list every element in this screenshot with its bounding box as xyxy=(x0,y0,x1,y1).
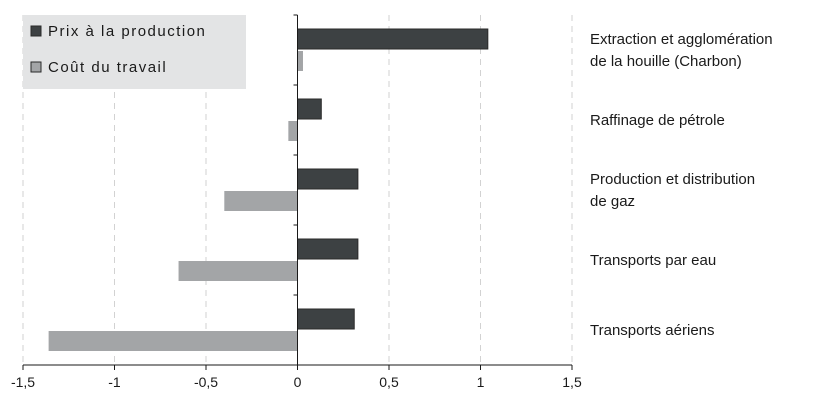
bar-cout-travail xyxy=(297,51,303,71)
category-label: Transports aériens xyxy=(590,322,715,339)
legend-label: Coût du travail xyxy=(48,59,167,76)
legend-swatch xyxy=(30,25,42,37)
x-tick-label: 1,5 xyxy=(562,374,582,390)
legend-box xyxy=(23,15,246,89)
x-axis-ticks: -1,5 -1 -0,5 0 0,5 1 1,5 xyxy=(11,365,582,390)
bar-prix-production xyxy=(297,28,489,50)
legend-swatch xyxy=(30,61,42,73)
category-label: Transports par eau xyxy=(590,252,716,269)
x-tick-label: -1 xyxy=(108,374,121,390)
category-label: Production et distribution de gaz xyxy=(590,171,755,210)
bar-cout-travail xyxy=(178,261,298,281)
category-label: Raffinage de pétrole xyxy=(590,112,725,129)
bar-prix-production xyxy=(297,168,359,190)
x-tick-label: 1 xyxy=(477,374,485,390)
legend-label: Prix à la production xyxy=(48,23,206,40)
category-label: Extraction et agglomération de la houille… xyxy=(590,31,773,70)
bar-cout-travail xyxy=(224,191,298,211)
x-tick-label: -0,5 xyxy=(194,374,218,390)
category-labels: Extraction et agglomération de la houille… xyxy=(590,31,773,339)
x-tick-label: 0,5 xyxy=(379,374,399,390)
bar-prix-production xyxy=(297,238,359,260)
x-tick-label: -1,5 xyxy=(11,374,35,390)
bar-prix-production xyxy=(297,308,355,330)
bar-prix-production xyxy=(297,98,322,120)
bar-cout-travail xyxy=(48,331,298,351)
legend: Prix à la production Coût du travail xyxy=(23,15,246,89)
x-tick-label: 0 xyxy=(294,374,302,390)
bar-cout-travail xyxy=(288,121,298,141)
